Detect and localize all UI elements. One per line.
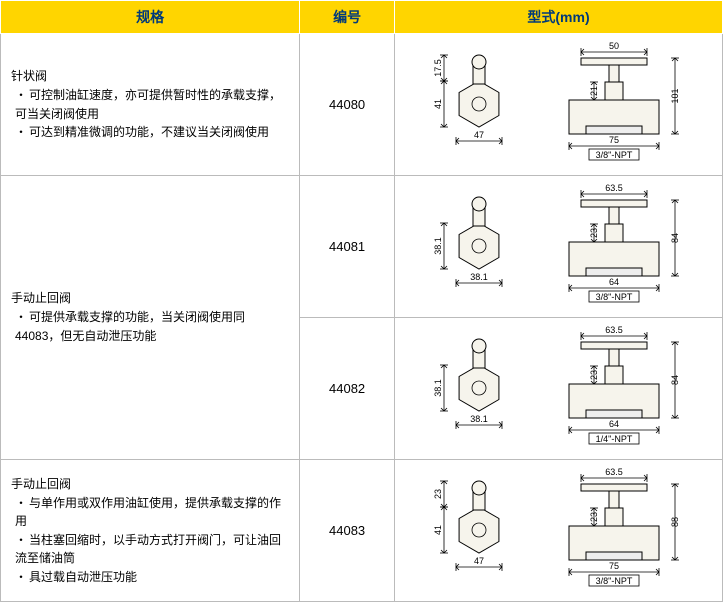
drawing-cell: 41 17.5 47 50 21 101 75 3/8"-NPT xyxy=(395,34,723,176)
svg-text:84: 84 xyxy=(670,233,680,243)
svg-text:3/8"-NPT: 3/8"-NPT xyxy=(595,292,632,302)
spec-cell: 手动止回阀 与单作用或双作用油缸使用，提供承载支撑的作用当柱塞回缩时，以手动方式… xyxy=(1,460,300,602)
spec-title: 手动止回阀 xyxy=(11,475,289,492)
svg-text:88: 88 xyxy=(670,517,680,527)
spec-item: 具过载自动泄压功能 xyxy=(15,568,289,587)
drawing-cell: 38.1 38.1 63.5 23 84 64 1/4"-NPT xyxy=(395,318,723,460)
spec-cell: 针状阀 可控制油缸速度，亦可提供暂时性的承载支撑，可当关闭阀使用可达到精准微调的… xyxy=(1,34,300,176)
svg-text:41: 41 xyxy=(433,99,443,109)
svg-text:41: 41 xyxy=(433,525,443,535)
spec-title: 手动止回阀 xyxy=(11,289,289,306)
header-model: 型式(mm) xyxy=(395,1,723,34)
spec-cell: 手动止回阀 可提供承载支撑的功能，当关闭阀使用同44083，但无自动泄压功能 xyxy=(1,176,300,460)
svg-text:64: 64 xyxy=(608,277,618,287)
drawing-cell: 41 23 47 63.5 23 88 75 3/8"-NPT xyxy=(395,460,723,602)
svg-text:38.1: 38.1 xyxy=(433,237,443,255)
svg-text:3/8"-NPT: 3/8"-NPT xyxy=(595,150,632,160)
spec-item: 可达到精准微调的功能，不建议当关闭阀使用 xyxy=(15,123,289,142)
header-code: 编号 xyxy=(300,1,395,34)
code-cell: 44082 xyxy=(300,318,395,460)
spec-list: 可控制油缸速度，亦可提供暂时性的承载支撑，可当关闭阀使用可达到精准微调的功能，不… xyxy=(11,86,289,142)
svg-text:23: 23 xyxy=(433,489,443,499)
spec-item: 与单作用或双作用油缸使用，提供承载支撑的作用 xyxy=(15,494,289,531)
spec-item: 当柱塞回缩时，以手动方式打开阀门，可让油回流至储油筒 xyxy=(15,531,289,568)
svg-text:47: 47 xyxy=(473,130,483,140)
valve-drawing: 41 23 47 63.5 23 88 75 3/8"-NPT xyxy=(409,468,709,593)
svg-text:23: 23 xyxy=(589,512,599,522)
svg-text:63.5: 63.5 xyxy=(605,184,623,193)
svg-text:38.1: 38.1 xyxy=(433,379,443,397)
valve-drawing: 41 17.5 47 50 21 101 75 3/8"-NPT xyxy=(409,42,709,167)
spec-title: 针状阀 xyxy=(11,67,289,84)
valve-spec-table: 规格 编号 型式(mm) 针状阀 可控制油缸速度，亦可提供暂时性的承载支撑，可当… xyxy=(0,0,723,602)
svg-text:84: 84 xyxy=(670,375,680,385)
svg-text:23: 23 xyxy=(589,370,599,380)
svg-text:23: 23 xyxy=(589,228,599,238)
table-row: 手动止回阀 可提供承载支撑的功能，当关闭阀使用同44083，但无自动泄压功能44… xyxy=(1,176,723,318)
svg-text:1/4"-NPT: 1/4"-NPT xyxy=(595,434,632,444)
svg-text:63.5: 63.5 xyxy=(605,326,623,335)
svg-text:50: 50 xyxy=(608,42,618,51)
table-row: 针状阀 可控制油缸速度，亦可提供暂时性的承载支撑，可当关闭阀使用可达到精准微调的… xyxy=(1,34,723,176)
svg-text:38.1: 38.1 xyxy=(470,414,488,424)
drawing-cell: 38.1 38.1 63.5 23 84 64 3/8"-NPT xyxy=(395,176,723,318)
svg-text:38.1: 38.1 xyxy=(470,272,488,282)
svg-text:63.5: 63.5 xyxy=(605,468,623,477)
spec-item: 可控制油缸速度，亦可提供暂时性的承载支撑，可当关闭阀使用 xyxy=(15,86,289,123)
svg-text:17.5: 17.5 xyxy=(433,59,443,77)
svg-text:64: 64 xyxy=(608,419,618,429)
svg-text:101: 101 xyxy=(670,88,680,103)
valve-drawing: 38.1 38.1 63.5 23 84 64 1/4"-NPT xyxy=(409,326,709,451)
code-cell: 44080 xyxy=(300,34,395,176)
code-cell: 44083 xyxy=(300,460,395,602)
svg-text:21: 21 xyxy=(589,86,599,96)
svg-text:47: 47 xyxy=(473,556,483,566)
spec-list: 可提供承载支撑的功能，当关闭阀使用同44083，但无自动泄压功能 xyxy=(11,308,289,345)
spec-item: 可提供承载支撑的功能，当关闭阀使用同44083，但无自动泄压功能 xyxy=(15,308,289,345)
valve-drawing: 38.1 38.1 63.5 23 84 64 3/8"-NPT xyxy=(409,184,709,309)
table-row: 手动止回阀 与单作用或双作用油缸使用，提供承载支撑的作用当柱塞回缩时，以手动方式… xyxy=(1,460,723,602)
svg-text:3/8"-NPT: 3/8"-NPT xyxy=(595,576,632,586)
svg-text:75: 75 xyxy=(608,561,618,571)
spec-list: 与单作用或双作用油缸使用，提供承载支撑的作用当柱塞回缩时，以手动方式打开阀门，可… xyxy=(11,494,289,587)
svg-text:75: 75 xyxy=(608,135,618,145)
code-cell: 44081 xyxy=(300,176,395,318)
header-spec: 规格 xyxy=(1,1,300,34)
